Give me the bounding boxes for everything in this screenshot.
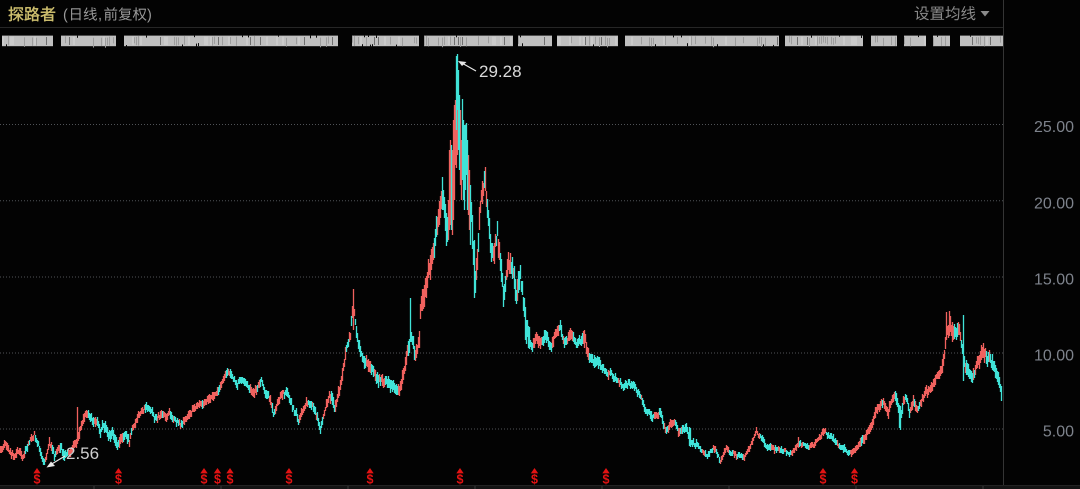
svg-text:$: $	[115, 473, 122, 487]
svg-text:$: $	[851, 473, 858, 487]
svg-text:$: $	[34, 473, 41, 487]
svg-text:25.00: 25.00	[1034, 119, 1074, 136]
svg-text:$: $	[820, 473, 827, 487]
svg-text:$: $	[201, 473, 208, 487]
svg-text:$: $	[457, 473, 464, 487]
svg-text:20.00: 20.00	[1034, 195, 1074, 212]
svg-text:$: $	[227, 473, 234, 487]
svg-text:$: $	[214, 473, 221, 487]
svg-text:,: ,	[98, 8, 102, 24]
svg-text:(: (	[63, 8, 68, 24]
svg-text:10.00: 10.00	[1034, 348, 1074, 365]
svg-text:5.00: 5.00	[1043, 424, 1074, 441]
svg-text:$: $	[286, 473, 293, 487]
svg-text:2.56: 2.56	[66, 444, 99, 463]
svg-text:$: $	[603, 473, 610, 487]
svg-text:29.28: 29.28	[479, 62, 522, 81]
svg-text:$: $	[531, 473, 538, 487]
svg-text:): )	[147, 8, 152, 24]
svg-text:15.00: 15.00	[1034, 272, 1074, 289]
svg-text:$: $	[367, 473, 374, 487]
